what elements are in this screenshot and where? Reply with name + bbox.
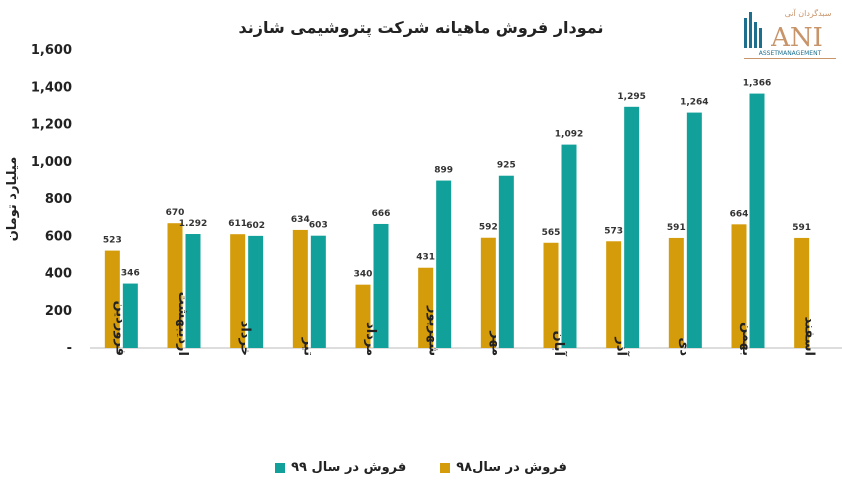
data-label-1399: 1,264 bbox=[680, 98, 708, 108]
bar-1398 bbox=[104, 250, 120, 348]
data-label-1398: 591 bbox=[667, 223, 686, 233]
data-label-1399: 602 bbox=[246, 221, 265, 231]
data-label-1399: 666 bbox=[372, 209, 391, 219]
data-label-1398: 523 bbox=[103, 236, 122, 246]
legend-swatch-2020 bbox=[440, 462, 451, 473]
data-label-1398: 573 bbox=[604, 226, 623, 236]
bar-1398 bbox=[355, 284, 371, 348]
x-tick-label: آبان bbox=[551, 331, 568, 357]
bar-1398 bbox=[543, 242, 559, 348]
legend-label-2021: فروش در سال ۹۹ bbox=[291, 460, 407, 475]
x-tick-label: دی bbox=[676, 337, 691, 356]
x-tick-label: اسفند bbox=[802, 317, 817, 356]
data-label-1399: 899 bbox=[434, 166, 453, 176]
bar-1398 bbox=[230, 234, 246, 348]
x-tick-label: خرداد bbox=[238, 321, 253, 356]
data-label-1399: 1.292 bbox=[179, 219, 207, 229]
data-label-1399: 603 bbox=[309, 221, 328, 231]
data-label-1398: 592 bbox=[479, 223, 498, 233]
data-label-1399: 925 bbox=[497, 161, 516, 171]
y-tick-label: 800 bbox=[45, 192, 72, 207]
x-tick-label: تیر bbox=[300, 337, 315, 356]
data-label-1398: 670 bbox=[166, 208, 185, 218]
data-label-1399: 1,366 bbox=[743, 79, 771, 89]
data-label-1398: 565 bbox=[542, 228, 561, 238]
legend-label-2020: فروش در سال۹۸ bbox=[456, 460, 567, 475]
logo-brand-text: سبدگردان آنی bbox=[785, 8, 832, 18]
bar-1398 bbox=[418, 267, 434, 348]
y-tick-label: 400 bbox=[45, 267, 72, 282]
legend-item-2020: فروش در سال۹۸ bbox=[440, 460, 567, 475]
bar-1398 bbox=[167, 223, 183, 348]
logo-tagline: ASSETMANAGEMENT bbox=[759, 50, 822, 57]
data-label-1398: 634 bbox=[291, 215, 310, 225]
bar-1398 bbox=[731, 224, 747, 348]
y-tick-label: 1,600 bbox=[31, 43, 72, 58]
legend-swatch-2021 bbox=[275, 462, 286, 473]
bar-1399 bbox=[248, 235, 264, 348]
bar-1399 bbox=[749, 93, 765, 349]
x-tick-label: فروردین bbox=[112, 301, 127, 356]
x-tick-label: بهمن bbox=[739, 322, 754, 356]
data-label-1399: 346 bbox=[121, 269, 140, 279]
bar-1399 bbox=[624, 106, 640, 349]
bar-1398 bbox=[480, 237, 496, 348]
bar-1398 bbox=[668, 237, 684, 348]
ani-logo: سبدگردان آنی ANI ASSETMANAGEMENT bbox=[744, 8, 836, 59]
x-tick-label: مهر bbox=[488, 330, 503, 356]
data-label-1399: 1,092 bbox=[555, 130, 583, 140]
bar-1399 bbox=[686, 112, 702, 348]
data-label-1399: 1,295 bbox=[617, 92, 645, 102]
data-label-1398: 611 bbox=[228, 219, 247, 229]
y-tick-label: 1,200 bbox=[31, 118, 72, 133]
bar-1398 bbox=[794, 237, 810, 348]
x-tick-label: آذر bbox=[614, 336, 631, 356]
y-tick-label: 600 bbox=[45, 229, 72, 244]
chart-title: نمودار فروش ماهیانه شرکت پتروشیمی شازند bbox=[238, 18, 604, 37]
bar-1398 bbox=[606, 241, 622, 348]
y-axis-title: میلیارد تومان bbox=[5, 157, 20, 242]
data-label-1398: 591 bbox=[792, 223, 811, 233]
bar-1399 bbox=[498, 175, 514, 348]
bar-1399 bbox=[185, 234, 201, 348]
x-tick-label: شهریور bbox=[426, 305, 441, 356]
data-label-1398: 431 bbox=[416, 253, 435, 263]
y-tick-label: 1,000 bbox=[31, 155, 72, 170]
chart-legend: فروش در سال ۹۹ فروش در سال۹۸ bbox=[0, 460, 842, 475]
data-label-1398: 340 bbox=[354, 270, 373, 280]
y-tick-label: - bbox=[67, 341, 72, 356]
y-tick-label: 1,400 bbox=[31, 80, 72, 95]
bar-1399 bbox=[310, 235, 326, 348]
legend-item-2021: فروش در سال ۹۹ bbox=[275, 460, 406, 475]
x-tick-label: مرداد bbox=[363, 322, 378, 356]
bar-1399 bbox=[373, 223, 389, 348]
data-label-1398: 664 bbox=[730, 209, 749, 219]
y-tick-label: 200 bbox=[45, 304, 72, 319]
logo-letters: ANI bbox=[770, 23, 823, 53]
bar-1399 bbox=[122, 283, 138, 348]
x-tick-label: اردیبهشت bbox=[175, 292, 190, 356]
bar-1399 bbox=[436, 180, 452, 348]
bar-1398 bbox=[292, 229, 308, 348]
bar-1399 bbox=[561, 144, 577, 348]
